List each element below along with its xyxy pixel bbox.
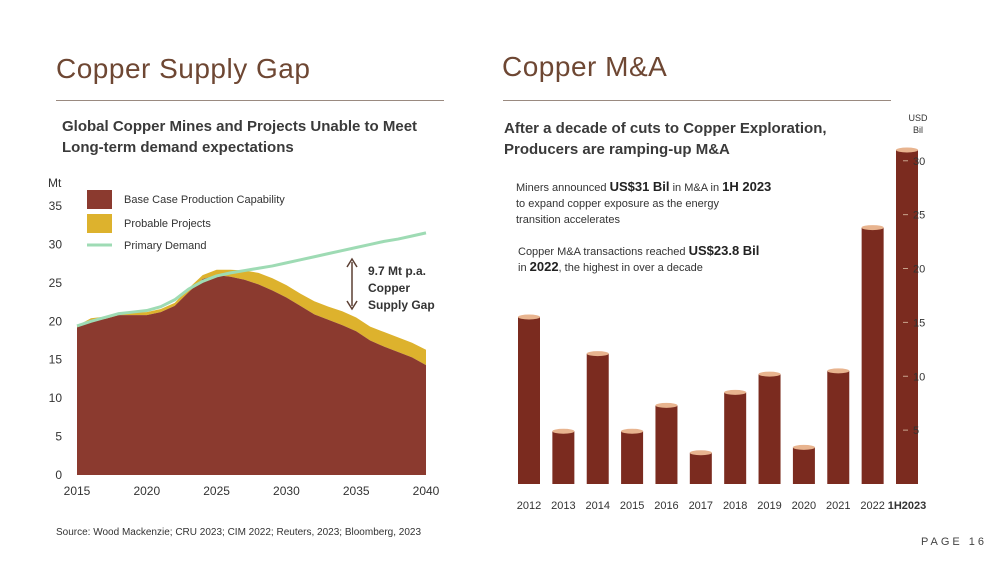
right-x-tick-label: 2021 — [826, 500, 850, 512]
bar — [792, 447, 815, 484]
right-x-tick-label: 2022 — [860, 500, 884, 512]
source-citation: Source: Wood Mackenzie; CRU 2023; CIM 20… — [56, 527, 422, 538]
right-y-tick-label: 10 — [913, 371, 925, 383]
bar — [724, 392, 747, 484]
legend-label: Primary Demand — [124, 240, 207, 252]
left-y-axis-label: Mt — [48, 176, 62, 190]
bar — [758, 374, 781, 484]
bar-cap — [896, 147, 918, 153]
left-x-tick-label: 2035 — [343, 484, 370, 498]
left-y-tick-label: 35 — [49, 199, 63, 213]
legend-swatch — [87, 214, 112, 233]
bar-cap — [758, 371, 781, 377]
bar — [518, 317, 540, 484]
primary-demand-line — [76, 231, 427, 328]
note-1-line-1: Miners announced US$31 Bil in M&A in 1H … — [516, 179, 771, 194]
right-y-tick-label: 25 — [913, 210, 925, 222]
right-x-tick-label: 2017 — [689, 500, 713, 512]
note-1-line-3: transition accelerates — [516, 214, 620, 226]
bar — [689, 452, 712, 484]
base-case-area — [77, 275, 426, 475]
right-panel-title: Copper M&A — [502, 51, 668, 82]
bar — [621, 431, 644, 484]
bar — [586, 353, 609, 484]
right-panel-subtitle: After a decade of cuts to Copper Explora… — [504, 120, 827, 158]
right-y-axis-label: Bil — [913, 125, 923, 135]
right-x-tick-label: 2016 — [654, 500, 678, 512]
left-panel-subtitle: Global Copper Mines and Projects Unable … — [62, 118, 418, 156]
right-y-tick-label: 15 — [913, 317, 925, 329]
supply-gap-annotation: Copper — [368, 281, 410, 295]
bar-cap — [655, 402, 678, 408]
legend-swatch — [87, 190, 112, 209]
probable-projects-area — [77, 269, 426, 366]
note-2-line-2: in 2022, the highest in over a decade — [518, 259, 703, 274]
left-x-tick-label: 2025 — [203, 484, 230, 498]
bar — [827, 370, 850, 484]
left-x-tick-label: 2015 — [64, 484, 91, 498]
left-y-tick-label: 30 — [49, 237, 63, 251]
supply-gap-arrow-head-down — [346, 300, 358, 311]
right-title-divider — [503, 100, 891, 101]
legend-label: Probable Projects — [124, 218, 211, 230]
right-x-tick-label: 2019 — [757, 500, 781, 512]
bar-cap — [552, 428, 575, 434]
left-y-tick-label: 15 — [49, 353, 63, 367]
left-y-tick-label: 25 — [49, 276, 63, 290]
bar — [896, 150, 918, 484]
right-x-tick-label: 2020 — [792, 500, 816, 512]
left-x-tick-label: 2020 — [133, 484, 160, 498]
note-2-line-1: Copper M&A transactions reached US$23.8 … — [518, 243, 759, 258]
bar — [552, 431, 575, 484]
bar-cap — [861, 225, 884, 231]
bar-cap — [792, 444, 815, 450]
bar — [655, 405, 678, 484]
bar — [861, 227, 884, 484]
right-x-tick-label: 2012 — [517, 500, 541, 512]
left-y-tick-label: 10 — [49, 391, 63, 405]
left-y-tick-label: 0 — [55, 468, 62, 482]
right-y-tick-label: 20 — [913, 264, 925, 276]
bar-cap — [518, 314, 540, 320]
bar-cap — [689, 450, 712, 456]
supply-gap-arrow-head-up — [346, 257, 358, 268]
right-y-tick-label: 5 — [913, 425, 919, 437]
supply-gap-annotation: Supply Gap — [368, 298, 435, 312]
bar-cap — [724, 389, 747, 395]
left-x-tick-label: 2030 — [273, 484, 300, 498]
right-x-tick-label: 1H2023 — [888, 500, 927, 512]
right-x-tick-label: 2018 — [723, 500, 747, 512]
right-x-tick-label: 2015 — [620, 500, 644, 512]
bar-cap — [621, 428, 644, 434]
right-y-tick-label: 30 — [913, 156, 925, 168]
supply-gap-annotation: 9.7 Mt p.a. — [368, 264, 426, 278]
right-x-tick-label: 2013 — [551, 500, 575, 512]
page-number: PAGE 16 — [921, 536, 988, 548]
left-y-tick-label: 5 — [55, 430, 62, 444]
right-x-tick-label: 2014 — [585, 500, 609, 512]
left-y-tick-label: 20 — [49, 314, 63, 328]
left-title-divider — [56, 100, 444, 101]
bar-cap — [586, 351, 609, 357]
left-panel-title: Copper Supply Gap — [56, 53, 311, 84]
legend-label: Base Case Production Capability — [124, 194, 285, 206]
left-x-tick-label: 2040 — [413, 484, 440, 498]
note-1-line-2: to expand copper exposure as the energy — [516, 198, 720, 210]
bar-cap — [827, 368, 850, 374]
right-y-axis-label: USD — [908, 113, 928, 123]
